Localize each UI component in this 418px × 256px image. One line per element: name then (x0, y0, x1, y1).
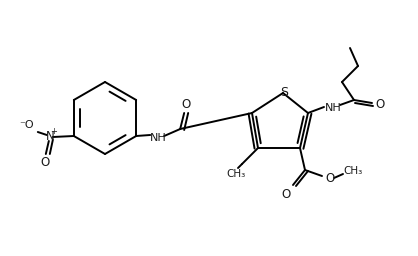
Text: NH: NH (325, 103, 342, 113)
Text: NH: NH (150, 133, 166, 143)
Text: O: O (40, 156, 49, 169)
Text: O: O (181, 99, 191, 112)
Text: CH₃: CH₃ (227, 169, 246, 179)
Text: CH₃: CH₃ (343, 166, 363, 176)
Text: ⁻O: ⁻O (20, 120, 34, 130)
Text: N: N (46, 130, 54, 143)
Text: +: + (51, 126, 57, 135)
Text: O: O (375, 98, 385, 111)
Text: S: S (280, 86, 288, 99)
Text: O: O (281, 188, 291, 201)
Text: O: O (325, 173, 335, 186)
